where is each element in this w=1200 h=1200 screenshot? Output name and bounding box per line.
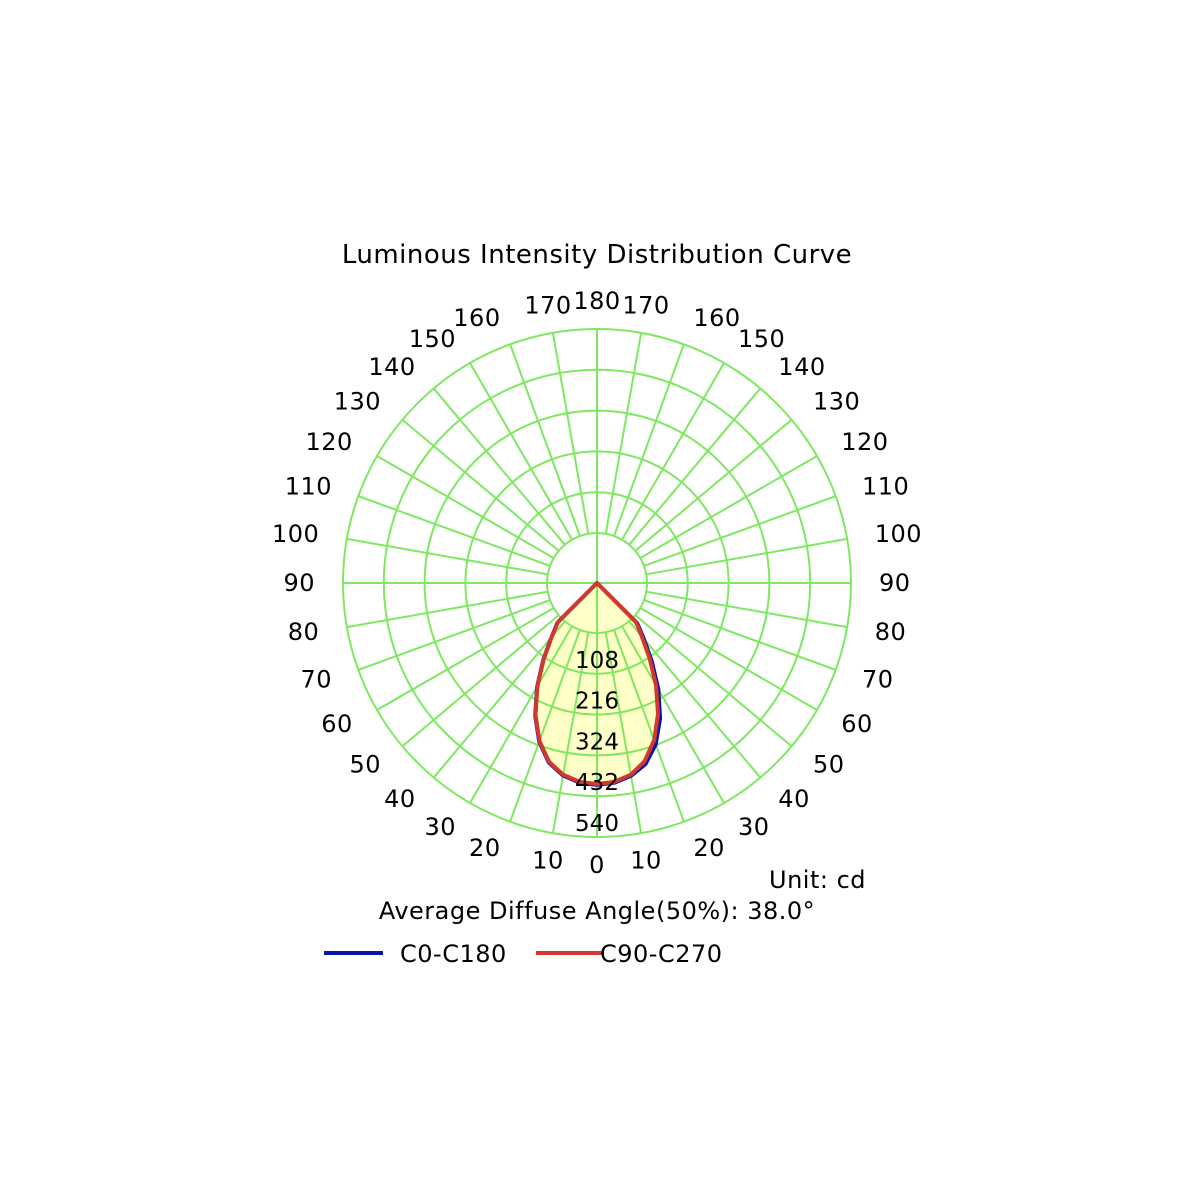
radial-tick-label: 108 [575, 648, 619, 674]
angle-tick-label: 170 [622, 291, 669, 319]
angle-tick-label: 50 [349, 750, 381, 778]
grid-spoke [613, 629, 685, 823]
grid-spoke [469, 625, 573, 804]
angle-tick-label: 120 [841, 428, 888, 456]
grid-spoke [376, 607, 555, 711]
chart-title: Luminous Intensity Distribution Curve [342, 240, 852, 270]
angle-tick-label: 40 [778, 785, 810, 813]
legend: C0-C180 C90-C270 [324, 940, 723, 968]
angle-tick-label: 100 [272, 520, 319, 548]
grid-spoke [639, 607, 818, 711]
angle-tick-label: 130 [813, 388, 860, 416]
angle-tick-label: 100 [875, 520, 922, 548]
grid-spoke [628, 620, 762, 779]
grid-spoke [509, 343, 581, 537]
angle-tick-label: 40 [384, 785, 416, 813]
angle-tick-label: 70 [300, 665, 332, 693]
grid-spoke [432, 387, 566, 546]
polar-grid [342, 328, 852, 838]
radial-tick-label: 324 [575, 729, 619, 755]
angle-tick-label: 90 [879, 569, 911, 597]
grid-spoke [432, 620, 566, 779]
grid-spoke [346, 537, 548, 576]
radial-tick-label: 216 [575, 689, 619, 715]
angle-tick-label: 70 [862, 665, 894, 693]
angle-tick-label: 30 [424, 813, 456, 841]
grid-spoke [604, 632, 643, 834]
grid-spoke [643, 599, 837, 671]
angle-tick-label: 10 [532, 847, 564, 875]
grid-spoke [646, 537, 848, 576]
grid-spoke [613, 343, 685, 537]
grid-spoke [357, 599, 551, 671]
grid-spoke [621, 625, 725, 804]
radial-tick-label: 540 [575, 811, 619, 837]
grid-spoke [401, 614, 560, 748]
angle-tick-label: 20 [693, 834, 725, 862]
grid-spoke [646, 590, 848, 629]
grid-spoke [643, 495, 837, 567]
angle-tick-label: 50 [813, 750, 845, 778]
angle-tick-label: 120 [305, 428, 352, 456]
angle-tick-label: 0 [589, 851, 605, 879]
angle-tick-label: 60 [841, 710, 873, 738]
grid-spoke [628, 387, 762, 546]
grid-spoke [401, 418, 560, 552]
angle-tick-label: 160 [453, 304, 500, 332]
unit-label: Unit: cd [769, 866, 866, 894]
legend-label-c0-c180: C0-C180 [400, 940, 507, 968]
grid-spoke [346, 590, 548, 629]
angle-tick-label: 110 [862, 473, 909, 501]
angle-tick-label: 130 [334, 388, 381, 416]
grid-spoke [639, 455, 818, 559]
angle-tick-label: 150 [738, 325, 785, 353]
diffuse-angle-note: Average Diffuse Angle(50%): 38.0° [379, 897, 815, 925]
angle-tick-label: 80 [288, 618, 320, 646]
grid-spoke [509, 629, 581, 823]
legend-label-c90-c270: C90-C270 [600, 940, 723, 968]
angle-tick-label: 30 [738, 813, 770, 841]
grid-spoke [621, 362, 725, 541]
angle-tick-label: 110 [285, 473, 332, 501]
angle-tick-labels: 0102030405060708090100110120130140150160… [272, 287, 922, 879]
series-curve-c90-c270 [533, 581, 660, 787]
grid-spoke [551, 632, 590, 834]
angle-tick-label: 140 [778, 353, 825, 381]
angle-tick-label: 20 [469, 834, 501, 862]
grid-spoke [634, 418, 793, 552]
grid-spoke [604, 332, 643, 534]
angle-tick-label: 140 [368, 353, 415, 381]
grid-spoke [469, 362, 573, 541]
radial-tick-labels: 108 216 324 432 540 [575, 648, 619, 837]
angle-tick-label: 90 [283, 569, 315, 597]
grid-spoke [634, 614, 793, 748]
radial-tick-label: 432 [575, 770, 619, 796]
angle-tick-label: 80 [875, 618, 907, 646]
grid-spoke [376, 455, 555, 559]
curve-layer [533, 581, 663, 787]
angle-tick-label: 170 [524, 291, 571, 319]
angle-tick-label: 160 [693, 304, 740, 332]
angle-tick-label: 60 [321, 710, 353, 738]
grid-spoke [551, 332, 590, 534]
angle-tick-label: 10 [630, 847, 662, 875]
angle-tick-label: 180 [573, 287, 620, 315]
grid-spoke [357, 495, 551, 567]
angle-tick-label: 150 [409, 325, 456, 353]
